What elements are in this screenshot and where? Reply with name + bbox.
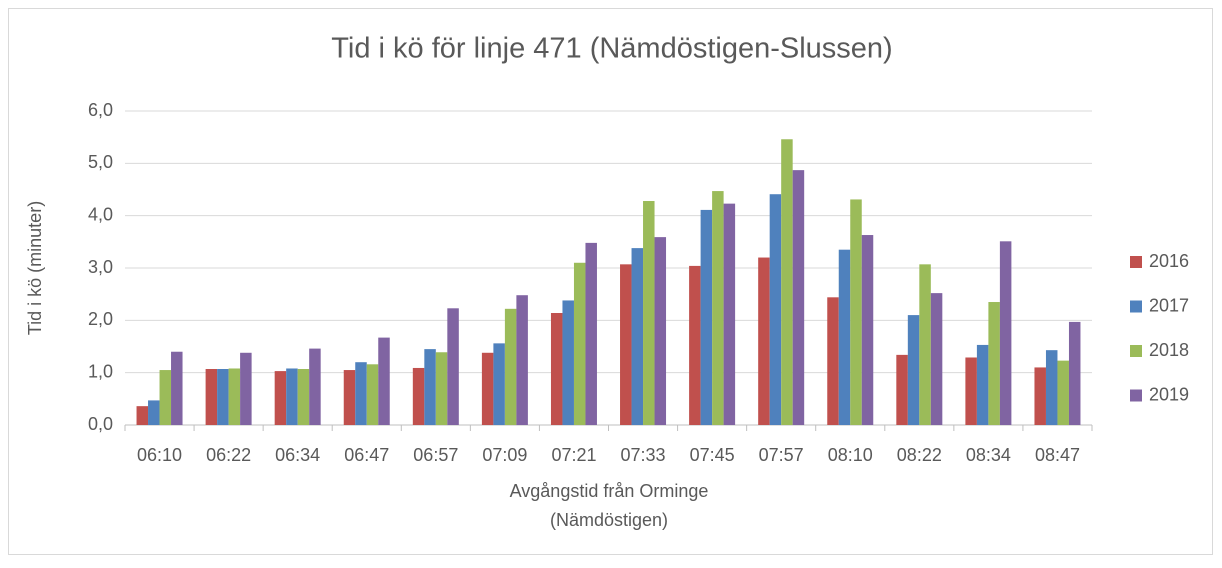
x-tick-label: 06:22: [206, 445, 251, 465]
bar: [792, 170, 805, 425]
y-tick-label: 3,0: [88, 257, 113, 277]
bar: [412, 367, 425, 425]
bar: [930, 293, 943, 425]
x-tick-label: 08:10: [828, 445, 873, 465]
bar: [999, 241, 1012, 425]
y-tick-label: 5,0: [88, 152, 113, 172]
x-tick-label: 08:34: [966, 445, 1011, 465]
x-tick-label: 06:57: [413, 445, 458, 465]
legend-swatch: [1130, 345, 1142, 357]
bar: [654, 237, 667, 425]
legend-label: 2018: [1149, 340, 1189, 360]
bar: [781, 139, 793, 425]
legend-label: 2016: [1149, 251, 1189, 271]
bar: [435, 352, 448, 425]
bar: [424, 349, 436, 425]
y-tick-label: 1,0: [88, 361, 113, 381]
legend-swatch: [1130, 256, 1142, 268]
x-tick-label: 06:34: [275, 445, 320, 465]
bar: [286, 368, 298, 425]
bar: [228, 368, 241, 425]
bar: [447, 308, 459, 425]
legend-swatch: [1130, 389, 1142, 402]
bar: [297, 369, 310, 425]
bar: [217, 369, 229, 425]
bar: [171, 351, 183, 425]
bar: [838, 249, 851, 425]
bar: [148, 400, 160, 425]
bar: [343, 370, 356, 425]
x-tick-label: 07:21: [551, 445, 596, 465]
bar: [1045, 350, 1058, 425]
bar: [723, 203, 736, 425]
bar: [355, 362, 367, 425]
x-tick-label: 07:45: [690, 445, 735, 465]
bar: [1034, 367, 1046, 425]
legend-label: 2017: [1149, 295, 1189, 315]
bar: [700, 209, 713, 425]
y-tick-label: 6,0: [88, 100, 113, 120]
bar: [366, 364, 379, 425]
bar: [1057, 360, 1069, 425]
bar: [585, 242, 597, 425]
x-tick-label: 07:09: [482, 445, 527, 465]
x-axis-label: (Nämdöstigen): [550, 510, 668, 530]
bar: [907, 315, 920, 425]
bar: [643, 201, 655, 425]
bar: [481, 352, 494, 425]
bar: [988, 302, 1000, 425]
bar: [159, 370, 172, 425]
chart-border: [8, 8, 1213, 555]
bar: [896, 354, 908, 425]
bar: [550, 313, 563, 425]
x-tick-label: 08:22: [897, 445, 942, 465]
x-tick-label: 08:47: [1035, 445, 1080, 465]
bar: [758, 257, 770, 425]
x-tick-label: 06:10: [137, 445, 182, 465]
bar: [976, 344, 989, 425]
chart-title: Tid i kö för linje 471 (Nämdöstigen-Slus…: [331, 33, 892, 65]
y-axis-label: Tid i kö (minuter): [25, 201, 45, 335]
bar: [861, 235, 874, 425]
x-tick-label: 06:47: [344, 445, 389, 465]
bar: [769, 194, 782, 425]
bar: [850, 199, 862, 425]
y-tick-label: 4,0: [88, 204, 113, 224]
x-tick-label: 07:33: [621, 445, 666, 465]
bar: [240, 352, 252, 425]
bar: [378, 337, 390, 425]
bar: [562, 300, 574, 425]
bar: [516, 295, 528, 425]
y-tick-label: 2,0: [88, 309, 113, 329]
bar: [965, 357, 977, 425]
y-tick-label: 0,0: [88, 414, 113, 434]
bar: [205, 369, 218, 425]
legend-swatch: [1130, 300, 1142, 313]
bar: [136, 406, 149, 425]
legend-label: 2019: [1149, 384, 1189, 404]
bar: [919, 264, 931, 425]
bar: [274, 371, 287, 425]
bar: [620, 264, 632, 425]
bar: [573, 262, 586, 425]
bar: [689, 265, 701, 425]
bar: [493, 343, 505, 425]
bar: [827, 297, 839, 425]
bar: [712, 191, 724, 425]
bar: [309, 348, 321, 425]
x-tick-label: 07:57: [759, 445, 804, 465]
bar: [1068, 321, 1081, 425]
x-axis-label: Avgångstid från Orminge: [510, 481, 709, 501]
bar: [504, 308, 517, 425]
bar: [631, 248, 644, 425]
